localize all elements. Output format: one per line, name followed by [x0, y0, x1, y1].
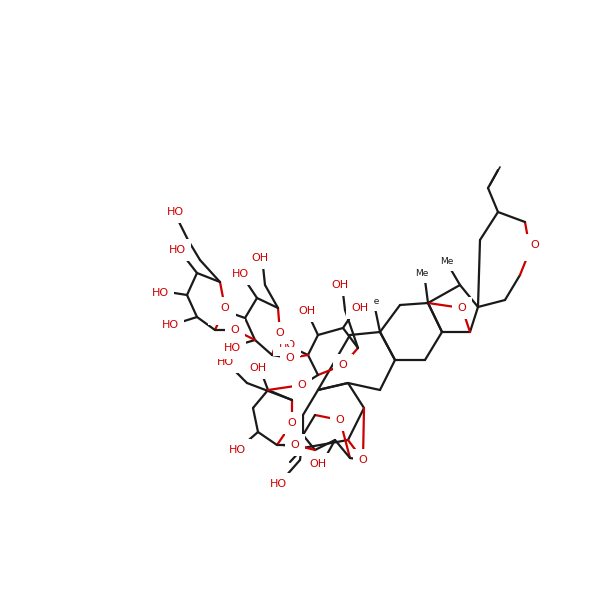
Text: OH: OH: [352, 303, 368, 313]
Text: O: O: [221, 303, 229, 313]
Text: O: O: [287, 418, 296, 428]
Text: HO: HO: [229, 445, 245, 455]
Text: HO: HO: [214, 309, 230, 319]
Text: O: O: [458, 303, 466, 313]
Text: O: O: [359, 455, 367, 465]
Text: O: O: [335, 415, 344, 425]
Text: O: O: [286, 353, 295, 363]
Text: O: O: [290, 440, 299, 450]
Text: HO: HO: [223, 343, 241, 353]
Text: HO: HO: [161, 320, 179, 330]
Text: O: O: [530, 240, 539, 250]
Text: HO: HO: [278, 340, 296, 350]
Text: Me: Me: [440, 257, 454, 266]
Text: OH: OH: [310, 459, 326, 469]
Text: HO: HO: [269, 479, 287, 489]
Text: OH: OH: [298, 306, 316, 316]
Text: HO: HO: [166, 207, 184, 217]
Text: O: O: [338, 360, 347, 370]
Text: O: O: [298, 380, 307, 390]
Text: Me: Me: [367, 298, 380, 307]
Text: OH: OH: [251, 253, 269, 263]
Text: HO: HO: [217, 357, 233, 367]
Text: O: O: [275, 328, 284, 338]
Text: HO: HO: [151, 288, 169, 298]
Text: O: O: [230, 325, 239, 335]
Text: OH: OH: [331, 280, 349, 290]
Text: HO: HO: [169, 245, 185, 255]
Text: Me: Me: [415, 269, 428, 278]
Text: OH: OH: [250, 363, 266, 373]
Text: O: O: [526, 245, 535, 255]
Text: HO: HO: [232, 269, 248, 279]
